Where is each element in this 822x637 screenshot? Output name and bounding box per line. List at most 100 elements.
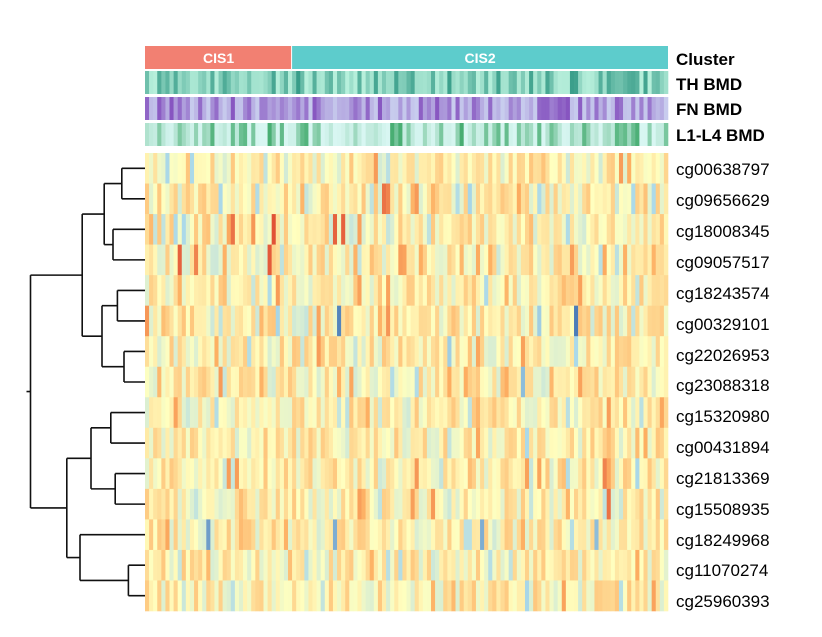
heatmap-cell <box>586 153 591 184</box>
heatmap-cell <box>230 336 236 368</box>
heatmap-cell <box>300 336 305 368</box>
heatmap-cell <box>263 549 268 581</box>
heatmap-cell <box>361 427 366 459</box>
heatmap-cell <box>386 275 391 306</box>
heatmap-cell <box>177 427 183 459</box>
heatmap-cell <box>524 458 530 490</box>
cluster-cis1-bar <box>145 46 292 69</box>
heatmap-cell <box>410 580 415 612</box>
heatmap-cell <box>598 519 603 551</box>
heatmap-cell <box>435 488 440 520</box>
heatmap-cell <box>373 153 379 184</box>
heatmap-cell <box>410 305 415 337</box>
heatmap-cell <box>304 397 309 429</box>
l1-l4-bmd-cell <box>627 123 632 146</box>
heatmap-cell <box>504 580 509 612</box>
heatmap-cell <box>259 549 264 581</box>
heatmap-cell <box>243 488 248 520</box>
heatmap-cell <box>324 305 330 337</box>
heatmap-cell <box>500 549 505 581</box>
heatmap-cell <box>422 153 428 184</box>
heatmap-cell <box>153 275 158 306</box>
heatmap-cell <box>386 458 391 490</box>
heatmap-cell <box>557 183 563 215</box>
heatmap-cell <box>484 305 489 337</box>
heatmap-cell <box>561 214 567 245</box>
heatmap-cell <box>165 397 170 429</box>
heatmap-cell <box>418 458 424 490</box>
l1-l4-bmd-cell <box>647 123 652 146</box>
heatmap-cell <box>279 580 285 612</box>
heatmap-cell <box>218 549 223 581</box>
th-bmd-cell <box>557 71 563 94</box>
heatmap-cell <box>283 580 289 612</box>
heatmap-cell <box>357 153 362 184</box>
heatmap-cell <box>173 488 178 520</box>
heatmap-cell <box>545 427 550 459</box>
fn-bmd-cell <box>279 97 285 120</box>
heatmap-cell <box>157 305 162 337</box>
heatmap-cell <box>337 275 342 306</box>
heatmap-cell <box>324 519 330 551</box>
th-bmd-cell <box>398 71 403 94</box>
heatmap-cell <box>647 153 652 184</box>
heatmap-cell <box>328 336 334 368</box>
th-bmd-cell <box>189 71 195 94</box>
heatmap-cell <box>145 153 150 184</box>
fn-bmd-cell <box>288 97 293 120</box>
heatmap-cell <box>300 427 305 459</box>
heatmap-cell <box>414 183 420 215</box>
fn-bmd-cell <box>234 97 240 120</box>
heatmap-cell <box>296 397 301 429</box>
l1-l4-bmd-cell <box>475 123 481 146</box>
heatmap-cell <box>606 458 612 490</box>
heatmap-cell <box>173 214 178 245</box>
th-bmd-cell <box>410 71 415 94</box>
l1-l4-bmd-cell <box>279 123 285 146</box>
heatmap-cell <box>357 458 362 490</box>
heatmap-cell <box>443 519 448 551</box>
l1-l4-bmd-cell <box>590 123 595 146</box>
heatmap-cell <box>230 153 236 184</box>
heatmap-cell <box>598 244 603 276</box>
heatmap-cell <box>373 427 379 459</box>
heatmap-cell <box>337 488 342 520</box>
heatmap-cell <box>173 275 178 306</box>
fn-bmd-cell <box>296 97 301 120</box>
heatmap-cell <box>369 153 375 184</box>
heatmap-cell <box>431 366 436 398</box>
heatmap-cell <box>512 366 518 398</box>
heatmap-cell <box>206 580 211 612</box>
heatmap-cell <box>418 244 424 276</box>
heatmap-cell <box>373 519 379 551</box>
heatmap-cell <box>618 580 624 612</box>
heatmap-cell <box>455 519 460 551</box>
l1-l4-bmd-cell <box>598 123 603 146</box>
heatmap-cell <box>398 549 403 581</box>
heatmap-cell <box>369 519 375 551</box>
heatmap-cell <box>251 305 256 337</box>
heatmap-cell <box>463 519 469 551</box>
l1-l4-bmd-cell <box>578 123 583 146</box>
heatmap-cell <box>361 275 366 306</box>
heatmap-cell <box>614 397 620 429</box>
heatmap-cell <box>431 519 436 551</box>
th-bmd-cell <box>480 71 485 94</box>
heatmap-cell <box>320 336 326 368</box>
fn-bmd-cell <box>627 97 632 120</box>
heatmap-cell <box>337 214 342 245</box>
heatmap-cell <box>292 397 297 429</box>
heatmap-cell <box>312 427 317 459</box>
heatmap-cell <box>651 336 657 368</box>
th-bmd-cell <box>586 71 591 94</box>
heatmap-cell <box>561 336 567 368</box>
heatmap-cell <box>463 183 469 215</box>
heatmap-cell <box>226 305 232 337</box>
heatmap-cell <box>529 244 534 276</box>
heatmap-cell <box>194 214 199 245</box>
heatmap-cell <box>328 153 334 184</box>
heatmap-cell <box>332 183 338 215</box>
heatmap-cell <box>189 214 195 245</box>
heatmap-cell <box>524 519 530 551</box>
heatmap-cell <box>198 244 203 276</box>
